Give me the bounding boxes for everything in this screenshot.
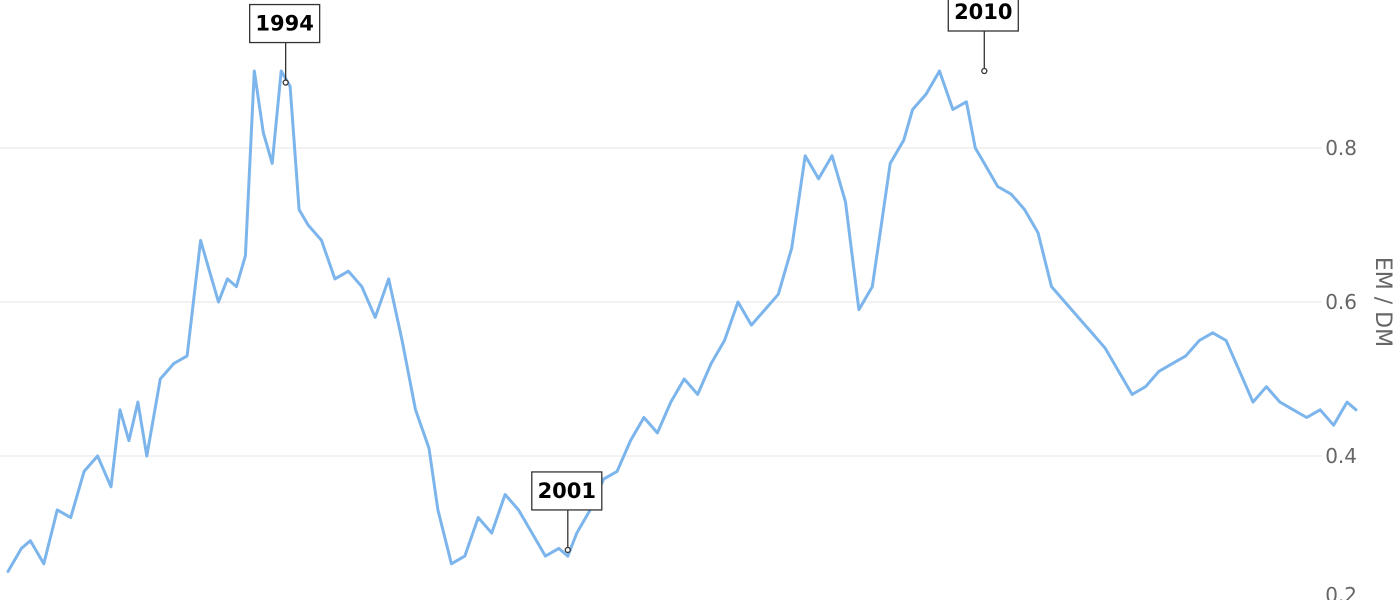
gridlines (0, 147, 1322, 457)
y-axis-tick-labels: 0.2 0.4 0.6 0.8 (1325, 136, 1357, 600)
annotation-label: 2001 (538, 479, 596, 503)
annotation-point (564, 546, 571, 554)
annotation-point (981, 67, 988, 75)
y-tick-label: 0.2 (1325, 583, 1357, 600)
annotation-1994: 1994 (249, 3, 321, 86)
y-axis-title: EM / DM (1370, 257, 1395, 347)
annotation-point (282, 79, 289, 86)
y-tick-label: 0.6 (1325, 290, 1357, 314)
annotation-label: 1994 (255, 12, 313, 36)
annotation-label: 2010 (954, 0, 1012, 24)
annotation-2001: 2001 (531, 471, 603, 554)
annotation-box (947, 0, 1019, 32)
annotation-box (531, 471, 603, 511)
annotation-2010: 2010 (947, 0, 1019, 75)
series-layer (6, 69, 1358, 573)
annotations: 1994 2001 2010 (249, 0, 1019, 554)
y-tick-label: 0.4 (1325, 444, 1357, 468)
y-tick-label: 0.8 (1325, 136, 1357, 160)
annotation-box (249, 3, 321, 44)
series-line (6, 69, 1358, 573)
